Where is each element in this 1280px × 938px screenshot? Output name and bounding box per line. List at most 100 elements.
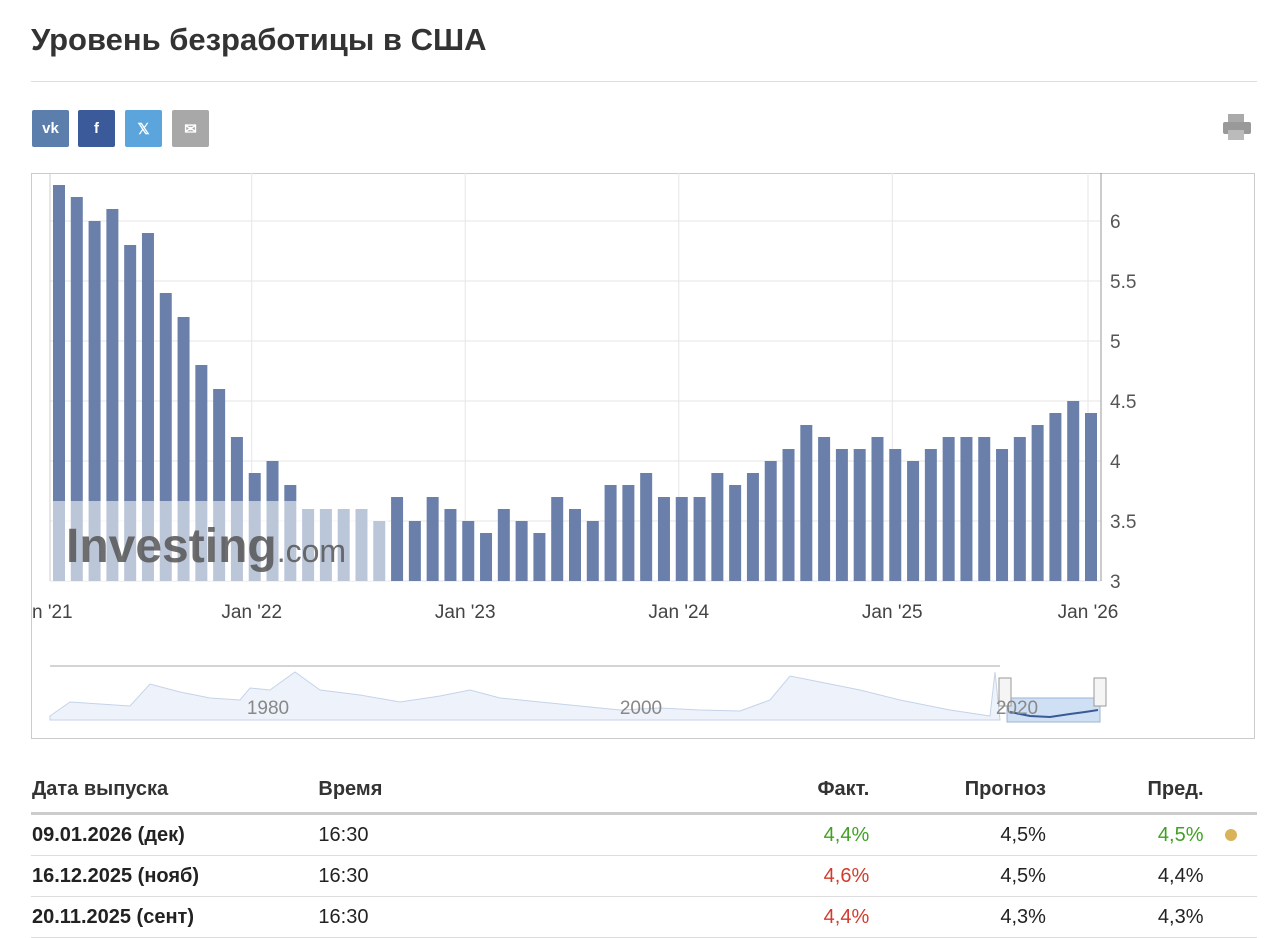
bar xyxy=(729,485,742,581)
bar xyxy=(604,485,617,581)
bar xyxy=(889,449,902,581)
bar xyxy=(907,461,920,581)
share-x[interactable]: 𝕏 xyxy=(125,110,162,147)
bar xyxy=(1067,401,1080,581)
y-tick-label: 4 xyxy=(1110,452,1121,473)
table-cell: 4,4% xyxy=(1046,855,1205,897)
bar xyxy=(942,437,955,581)
watermark-suffix: .com xyxy=(277,533,346,569)
watermark-overlay xyxy=(52,501,388,581)
chart-frame xyxy=(31,173,1255,739)
table-cell: 4,3% xyxy=(870,896,1047,938)
navigator-area xyxy=(49,671,1001,721)
print-icon[interactable] xyxy=(1222,112,1252,142)
bar xyxy=(764,461,777,581)
table-row: 16.12.2025 (нояб) 16:30 4,6% 4,5% 4,4% xyxy=(31,855,1257,897)
column-header: Дата выпуска xyxy=(31,766,318,815)
x-tick-label: Jan '22 xyxy=(221,602,282,623)
share-facebook[interactable]: f xyxy=(78,110,115,147)
bar xyxy=(675,497,688,581)
share-email[interactable]: ✉ xyxy=(172,110,209,147)
table-row: 20.11.2025 (сент) 16:30 4,4% 4,3% 4,3% xyxy=(31,896,1257,938)
bar xyxy=(924,449,937,581)
bar xyxy=(70,197,83,581)
table-cell: 4,5% xyxy=(870,813,1047,856)
bar xyxy=(515,521,528,581)
bar xyxy=(622,485,635,581)
bar xyxy=(711,473,724,581)
y-tick-label: 4.5 xyxy=(1110,392,1136,413)
divider xyxy=(31,81,1257,82)
data-table: Дата выпуска Время Факт. Прогноз Пред. 09.01.… xyxy=(31,766,1257,938)
table-cell: 16:30 xyxy=(317,813,646,856)
table-cell: 16:30 xyxy=(317,855,646,897)
navigator-label: 2000 xyxy=(620,698,662,719)
y-tick-label: 3 xyxy=(1110,572,1121,593)
table-cell: 16:30 xyxy=(317,896,646,938)
chart: 3 3.5 4 4.5 5 5.5 6 Jan '22 Jan '23 Jan '24 Jan '2… xyxy=(32,173,1136,723)
y-tick-label: 5 xyxy=(1110,332,1121,353)
watermark: Investing.com xyxy=(66,520,346,573)
table-cell: 4,5% xyxy=(1046,813,1205,856)
bar xyxy=(391,497,404,581)
bar xyxy=(746,473,759,581)
bar xyxy=(480,533,493,581)
navigator-line xyxy=(1009,709,1099,719)
bar xyxy=(871,437,884,581)
bar xyxy=(1049,413,1062,581)
navigator-handle xyxy=(998,677,1012,707)
bar xyxy=(444,509,457,581)
table-cell: 4,4% xyxy=(645,896,871,938)
table-cell: 20.11.2025 (сент) xyxy=(31,896,318,938)
x-tick-label: Jan '24 xyxy=(648,602,709,623)
bar xyxy=(426,497,439,581)
y-tick-label: 5.5 xyxy=(1110,272,1136,293)
column-header: Время xyxy=(317,766,646,815)
navigator-label: 2020 xyxy=(996,698,1038,719)
table-cell: 16.12.2025 (нояб) xyxy=(31,855,318,897)
table-cell: 4,5% xyxy=(870,855,1047,897)
bar xyxy=(818,437,831,581)
row-marker xyxy=(1204,855,1257,897)
column-header: Пред. xyxy=(1046,766,1205,815)
bar xyxy=(853,449,866,581)
column-header: Факт. xyxy=(645,766,871,815)
bar xyxy=(88,221,101,581)
x-tick-label-clipped: n '21 xyxy=(32,602,73,623)
y-tick-label: 3.5 xyxy=(1110,512,1136,533)
bar xyxy=(1013,437,1026,581)
row-marker xyxy=(1204,896,1257,938)
bar xyxy=(533,533,546,581)
column-header-extra xyxy=(1204,766,1257,815)
share-vk[interactable]: vk xyxy=(32,110,69,147)
indicator-dot xyxy=(1224,828,1237,841)
bar xyxy=(1031,425,1044,581)
navigator-window xyxy=(1006,697,1101,723)
bar xyxy=(693,497,706,581)
y-tick-label: 6 xyxy=(1110,212,1121,233)
watermark-main: Investing xyxy=(66,520,277,573)
navigator-label: 1980 xyxy=(247,698,289,719)
bar xyxy=(53,185,65,581)
bar xyxy=(106,209,119,581)
navigator-handle xyxy=(1093,677,1107,707)
table-cell: 4,3% xyxy=(1046,896,1205,938)
bar xyxy=(996,449,1009,581)
bar xyxy=(978,437,991,581)
table-cell: 4,6% xyxy=(645,855,871,897)
bar xyxy=(800,425,813,581)
table-row: 09.01.2026 (дек) 16:30 4,4% 4,5% 4,5% xyxy=(31,813,1257,856)
x-tick-label: Jan '26 xyxy=(1058,602,1119,623)
bar xyxy=(657,497,670,581)
bar xyxy=(569,509,581,581)
bar xyxy=(960,437,973,581)
bar xyxy=(782,449,795,581)
x-tick-label: Jan '23 xyxy=(435,602,496,623)
bar xyxy=(497,509,510,581)
bar xyxy=(551,497,564,581)
table-cell: 4,4% xyxy=(645,813,871,856)
bar xyxy=(1085,413,1097,581)
bar xyxy=(141,233,154,581)
x-tick-label: Jan '25 xyxy=(862,602,923,623)
